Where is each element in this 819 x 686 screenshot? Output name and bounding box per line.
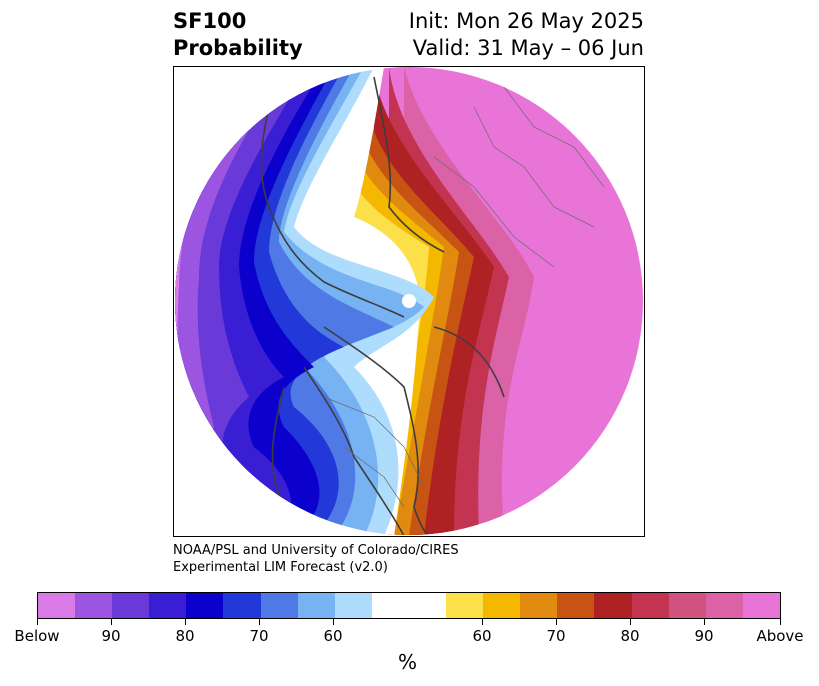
- colorbar-tick-label: 60: [472, 627, 492, 645]
- credit-text: NOAA/PSL and University of Colorado/CIRE…: [173, 542, 459, 576]
- colorbar-segment-9: [371, 593, 409, 618]
- colorbar-tick-mark: [111, 619, 112, 625]
- colorbar-segment-1: [75, 593, 113, 618]
- credit-line-1: NOAA/PSL and University of Colorado/CIRE…: [173, 543, 459, 558]
- coastline-arctic-islands: [433, 326, 505, 398]
- border-2: [433, 156, 555, 268]
- colorbar-tick-mark: [259, 619, 260, 625]
- colorbar-tick-mark: [482, 619, 483, 625]
- border-3: [503, 86, 605, 188]
- colorbar-tick-mark: [37, 619, 38, 625]
- colorbar-segment-13: [520, 593, 558, 618]
- colorbar-tick-label: 80: [620, 627, 640, 645]
- colorbar-tick-label: 70: [546, 627, 566, 645]
- valid-date: Valid: 31 May – 06 Jun: [412, 36, 644, 60]
- forecast-dates: Init: Mon 26 May 2025 Valid: 31 May – 06…: [409, 8, 644, 62]
- colorbar-segment-16: [631, 593, 669, 618]
- political-borders: [323, 86, 605, 508]
- colorbar-segment-14: [557, 593, 595, 618]
- colorbar-tick-label: 90: [101, 627, 121, 645]
- probability-map-graphic: [175, 67, 643, 535]
- border-1: [473, 106, 595, 228]
- colorbar-segment-19: [742, 593, 780, 618]
- colorbar-segment-0: [38, 593, 76, 618]
- coastline-scandinavia: [373, 76, 445, 253]
- colorbar-tick-label: 60: [323, 627, 343, 645]
- colorbar-tick-mark: [556, 619, 557, 625]
- coastlines: [260, 76, 505, 535]
- colorbar-segment-2: [112, 593, 150, 618]
- colorbar-segment-6: [260, 593, 298, 618]
- coastline-greenland-na: [323, 326, 430, 535]
- colorbar-segment-18: [705, 593, 743, 618]
- colorbar-tick-mark: [185, 619, 186, 625]
- init-date: Init: Mon 26 May 2025: [408, 9, 644, 33]
- colorbar-tick-label: Below: [14, 627, 60, 645]
- colorbar-tick-label: 70: [249, 627, 269, 645]
- colorbar-tick-label: 90: [694, 627, 714, 645]
- title-line-1: SF100: [173, 9, 247, 33]
- colorbar-tick-mark: [333, 619, 334, 625]
- colorbar-segment-7: [297, 593, 335, 618]
- colorbar-tick-mark: [630, 619, 631, 625]
- coastline-north-america: [303, 366, 405, 535]
- colorbar-tick-mark: [704, 619, 705, 625]
- colorbar-tick-label: Above: [756, 627, 804, 645]
- map-title: SF100 Probability: [173, 8, 303, 62]
- coastline-eurasia-north: [260, 86, 405, 318]
- colorbar-tick-label: 80: [175, 627, 195, 645]
- colorbar-unit-label: %: [398, 650, 418, 674]
- colorbar-segment-5: [223, 593, 261, 618]
- colorbar-segment-12: [483, 593, 521, 618]
- colorbar-segment-8: [334, 593, 372, 618]
- colorbar-tick-mark: [780, 619, 781, 625]
- colorbar-segment-4: [186, 593, 224, 618]
- colorbar-segment-3: [149, 593, 187, 618]
- border-4: [323, 396, 425, 488]
- colorbar-segment-10: [408, 593, 447, 618]
- colorbar-segment-15: [594, 593, 632, 618]
- credit-line-2: Experimental LIM Forecast (v2.0): [173, 560, 388, 575]
- border-5: [343, 446, 405, 508]
- colorbar-segment-11: [446, 593, 484, 618]
- title-line-2: Probability: [173, 36, 303, 60]
- colorbar: [37, 592, 781, 619]
- north-pole-marker: [402, 294, 416, 308]
- colorbar-segment-17: [668, 593, 706, 618]
- polar-map: [173, 66, 645, 537]
